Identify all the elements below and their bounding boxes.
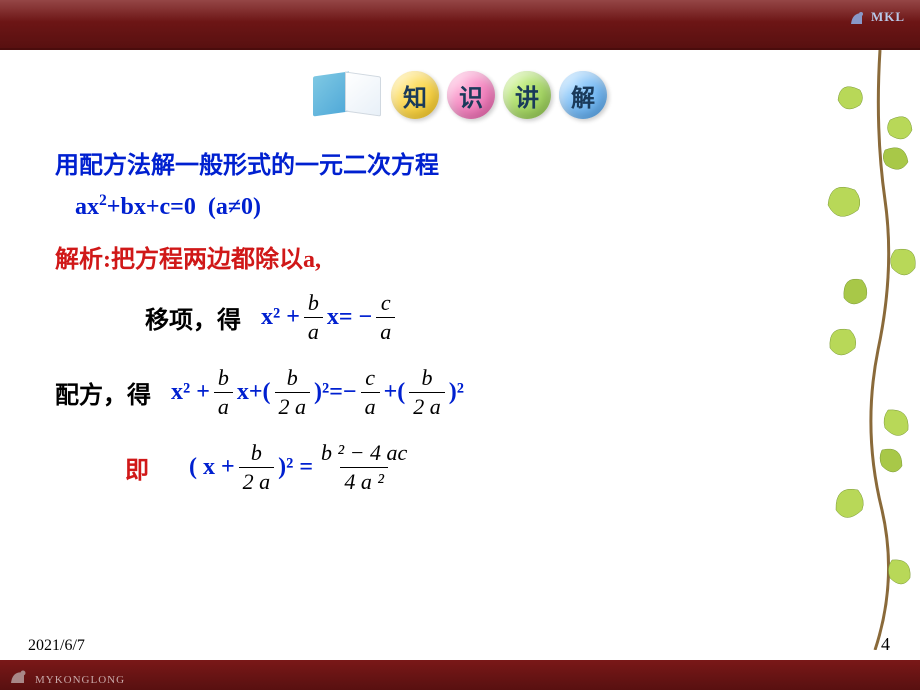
frac-discriminant: b ² − 4 ac 4 a ² [317,440,411,495]
content-area: 用配方法解一般形式的一元二次方程 ax2+bx+c=0 (a≠0) 解析:把方程… [0,120,920,495]
frac-b-2a-1: b 2 a [275,365,311,420]
bubble-zhi: 知 [391,71,439,119]
step1-label: 移项，得 [145,300,241,335]
frac-b-a-2: b a [214,365,233,420]
bottom-bar: MYKONGLONG [0,660,920,690]
top-bar: MKL [0,0,920,50]
logo-top: MKL [847,8,905,28]
step2-formula: x² + b a x+( b 2 a )²=− c a +( b 2 a )² [171,365,464,420]
step3-formula: ( x + b 2 a )² = b ² − 4 ac 4 a ² [189,440,415,495]
frac-b-2a-2: b 2 a [409,365,445,420]
equation-line: ax2+bx+c=0 (a≠0) [75,192,860,221]
footer-logo-text: MYKONGLONG [35,674,125,686]
step1-row: 移项，得 x² + b a x= − c a [145,290,860,345]
book-icon [313,70,383,120]
top-gloss [0,0,920,22]
step1-formula: x² + b a x= − c a [261,290,399,345]
dino-icon [8,665,30,687]
step3-label: 即 [125,450,149,485]
footer-page: 4 [881,634,890,655]
bubble-shi: 识 [447,71,495,119]
step2-label: 配方，得 [55,375,151,410]
frac-c-a-1: c a [376,290,395,345]
title-line: 用配方法解一般形式的一元二次方程 [55,145,860,180]
analysis-line: 解析:把方程两边都除以a, [55,239,860,274]
step2-row: 配方，得 x² + b a x+( b 2 a )²=− c a +( b 2 … [55,365,860,420]
frac-c-a-2: c a [361,365,380,420]
step3-row: 即 ( x + b 2 a )² = b ² − 4 ac 4 a ² [125,440,860,495]
frac-b-2a-3: b 2 a [239,440,275,495]
logo-top-text: MKL [871,9,905,24]
bubble-jiang: 讲 [503,71,551,119]
footer-date: 2021/6/7 [28,637,85,655]
header-row: 知 识 讲 解 [0,70,920,120]
frac-b-a-1: b a [304,290,323,345]
bubble-jie: 解 [559,71,607,119]
